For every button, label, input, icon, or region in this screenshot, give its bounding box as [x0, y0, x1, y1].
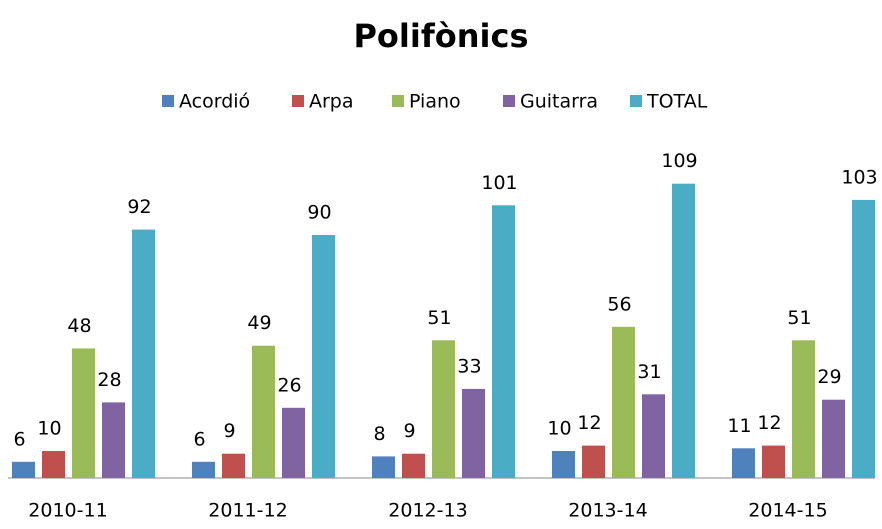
legend-swatch [292, 95, 304, 107]
bar [192, 461, 215, 478]
chart-title: Polifònics [353, 17, 528, 55]
data-label: 51 [787, 307, 811, 329]
bar [42, 451, 65, 478]
x-tick-label: 2014-15 [748, 500, 827, 522]
bar [462, 388, 485, 478]
data-label: 56 [607, 293, 631, 315]
legend-label: Acordió [179, 91, 250, 113]
bar [432, 340, 455, 478]
bar [642, 394, 665, 478]
x-tick-label: 2012-13 [388, 500, 467, 522]
bar [852, 199, 875, 478]
bar [102, 402, 125, 478]
legend-swatch [630, 95, 642, 107]
data-label: 10 [37, 418, 61, 440]
legend-swatch [503, 95, 515, 107]
legend-swatch [162, 95, 174, 107]
bar [252, 345, 275, 478]
data-label: 29 [817, 366, 841, 388]
legend-swatch [392, 95, 404, 107]
bar [72, 348, 95, 478]
bar [132, 229, 155, 478]
bar [732, 448, 755, 478]
data-label: 6 [13, 428, 25, 450]
x-tick-label: 2011-12 [208, 500, 287, 522]
data-label: 90 [307, 202, 331, 224]
data-label: 103 [841, 166, 877, 188]
legend-label: Piano [409, 91, 461, 113]
data-label: 109 [661, 150, 697, 172]
bar [582, 445, 605, 478]
data-label: 51 [427, 307, 451, 329]
bar [402, 453, 425, 478]
bar [822, 399, 845, 478]
bar [492, 205, 515, 479]
data-label: 10 [547, 418, 571, 440]
data-label: 49 [247, 312, 271, 334]
data-label: 92 [127, 196, 151, 218]
data-label: 101 [481, 172, 517, 194]
x-tick-label: 2010-11 [28, 500, 107, 522]
data-label: 11 [727, 415, 751, 437]
data-label: 12 [757, 412, 781, 434]
legend-label: TOTAL [646, 91, 708, 113]
x-tick-label: 2013-14 [568, 500, 647, 522]
bar [282, 407, 305, 478]
bar [372, 456, 395, 478]
bar [12, 461, 35, 478]
bar [792, 340, 815, 478]
bar [222, 453, 245, 478]
legend-label: Guitarra [520, 91, 598, 113]
data-label: 8 [373, 423, 385, 445]
data-label: 33 [457, 355, 481, 377]
bar [672, 183, 695, 478]
data-label: 6 [193, 428, 205, 450]
bar [312, 235, 335, 478]
bar [612, 326, 635, 478]
data-label: 12 [577, 412, 601, 434]
data-label: 28 [97, 369, 121, 391]
bar [762, 445, 785, 478]
data-label: 9 [403, 420, 415, 442]
data-label: 48 [67, 315, 91, 337]
data-label: 26 [277, 374, 301, 396]
data-label: 31 [637, 361, 661, 383]
legend-label: Arpa [309, 91, 354, 113]
data-label: 9 [223, 420, 235, 442]
bar [552, 451, 575, 478]
